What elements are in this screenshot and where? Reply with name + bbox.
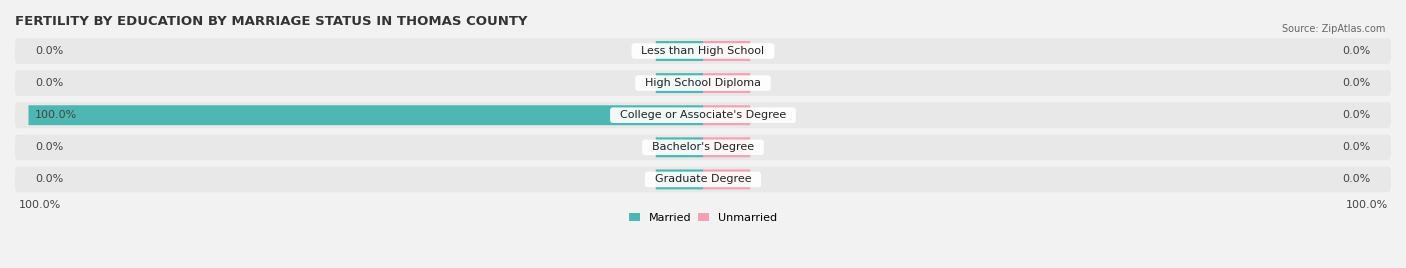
Text: Graduate Degree: Graduate Degree bbox=[648, 174, 758, 184]
FancyBboxPatch shape bbox=[703, 41, 751, 61]
Text: 0.0%: 0.0% bbox=[35, 78, 63, 88]
Text: 0.0%: 0.0% bbox=[1343, 78, 1371, 88]
FancyBboxPatch shape bbox=[15, 135, 1391, 160]
Text: Less than High School: Less than High School bbox=[634, 46, 772, 56]
FancyBboxPatch shape bbox=[703, 137, 751, 157]
Text: 0.0%: 0.0% bbox=[1343, 46, 1371, 56]
Text: 0.0%: 0.0% bbox=[1343, 142, 1371, 152]
FancyBboxPatch shape bbox=[655, 137, 703, 157]
Text: 0.0%: 0.0% bbox=[35, 174, 63, 184]
Text: Source: ZipAtlas.com: Source: ZipAtlas.com bbox=[1281, 24, 1385, 34]
Text: 100.0%: 100.0% bbox=[35, 110, 77, 120]
Text: 0.0%: 0.0% bbox=[35, 142, 63, 152]
FancyBboxPatch shape bbox=[15, 70, 1391, 96]
FancyBboxPatch shape bbox=[655, 73, 703, 93]
FancyBboxPatch shape bbox=[703, 73, 751, 93]
Text: 100.0%: 100.0% bbox=[18, 200, 60, 210]
Text: 0.0%: 0.0% bbox=[1343, 174, 1371, 184]
Text: 0.0%: 0.0% bbox=[1343, 110, 1371, 120]
Text: High School Diploma: High School Diploma bbox=[638, 78, 768, 88]
FancyBboxPatch shape bbox=[655, 169, 703, 189]
FancyBboxPatch shape bbox=[15, 38, 1391, 64]
Text: 0.0%: 0.0% bbox=[35, 46, 63, 56]
FancyBboxPatch shape bbox=[703, 105, 751, 125]
Text: 100.0%: 100.0% bbox=[1346, 200, 1388, 210]
Legend: Married, Unmarried: Married, Unmarried bbox=[624, 209, 782, 228]
FancyBboxPatch shape bbox=[15, 167, 1391, 192]
Text: FERTILITY BY EDUCATION BY MARRIAGE STATUS IN THOMAS COUNTY: FERTILITY BY EDUCATION BY MARRIAGE STATU… bbox=[15, 15, 527, 28]
Text: Bachelor's Degree: Bachelor's Degree bbox=[645, 142, 761, 152]
FancyBboxPatch shape bbox=[655, 41, 703, 61]
FancyBboxPatch shape bbox=[15, 102, 1391, 128]
FancyBboxPatch shape bbox=[703, 169, 751, 189]
Text: College or Associate's Degree: College or Associate's Degree bbox=[613, 110, 793, 120]
FancyBboxPatch shape bbox=[28, 105, 703, 125]
